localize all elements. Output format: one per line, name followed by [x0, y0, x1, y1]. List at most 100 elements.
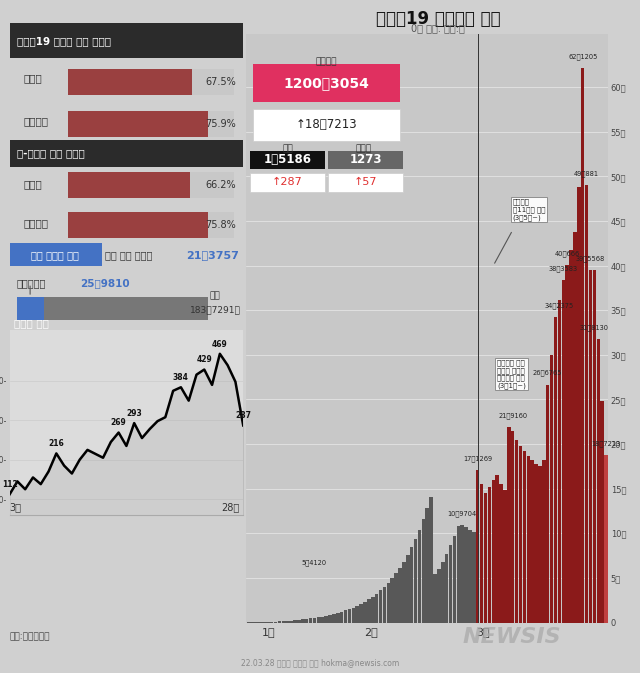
Bar [285, 621, 289, 623]
Text: 비수도권: 비수도권 [24, 116, 49, 126]
Text: 코로나19 위중증 병상 가동률: 코로나19 위중증 병상 가동률 [17, 36, 111, 46]
Bar [531, 460, 534, 623]
Bar [313, 618, 316, 623]
Bar [394, 573, 398, 623]
Bar [68, 172, 190, 198]
Text: 183만7291명: 183만7291명 [189, 306, 241, 315]
Bar [418, 530, 421, 623]
Bar [542, 460, 545, 623]
Bar [557, 299, 561, 623]
Bar [398, 568, 402, 623]
Bar [445, 554, 449, 623]
Bar [581, 68, 584, 623]
Text: 62만1205: 62만1205 [568, 54, 597, 61]
Text: 사망자 추이: 사망자 추이 [14, 318, 49, 328]
Bar [589, 270, 592, 623]
Bar [515, 439, 518, 623]
Bar [390, 578, 394, 623]
Bar [340, 612, 344, 623]
Bar [351, 608, 355, 623]
Text: 287: 287 [236, 411, 251, 421]
Bar [499, 485, 503, 623]
Bar [565, 265, 569, 623]
Text: 34만2375: 34만2375 [545, 302, 574, 309]
Text: 21만9160: 21만9160 [498, 413, 527, 419]
Bar [550, 355, 554, 623]
Bar [367, 600, 371, 623]
Bar [387, 583, 390, 623]
Bar [573, 232, 577, 623]
Text: 신규 재택 치료자: 신규 재택 치료자 [106, 250, 153, 260]
Bar [538, 466, 541, 623]
Text: 25만9810: 25만9810 [79, 278, 129, 288]
FancyBboxPatch shape [253, 109, 400, 141]
Bar [488, 487, 491, 623]
FancyBboxPatch shape [328, 173, 403, 192]
Bar [503, 491, 507, 623]
Bar [278, 621, 281, 623]
Text: 1273: 1273 [349, 153, 382, 166]
Bar [570, 250, 573, 623]
Bar [495, 475, 499, 623]
Bar [449, 545, 452, 623]
Bar [441, 562, 445, 623]
Text: 112: 112 [2, 481, 17, 489]
Bar [293, 621, 297, 623]
Bar [68, 212, 208, 238]
Text: 수도권: 수도권 [24, 179, 42, 188]
Bar [359, 604, 363, 623]
Bar [324, 616, 328, 623]
Bar [321, 616, 324, 623]
Bar [519, 446, 522, 623]
Text: 28일: 28일 [221, 501, 239, 511]
Bar [10, 23, 243, 58]
Bar [410, 547, 413, 623]
Text: 수도권: 수도권 [24, 73, 42, 83]
Bar [332, 614, 335, 623]
Bar [17, 297, 44, 320]
Bar [414, 538, 417, 623]
Bar [68, 69, 234, 95]
Bar [426, 508, 429, 623]
Text: 재택 치료자 현황: 재택 치료자 현황 [31, 250, 79, 260]
Bar [309, 618, 312, 623]
Text: 31만8130: 31만8130 [580, 324, 609, 330]
Text: 17만1269: 17만1269 [463, 455, 492, 462]
Text: 방역패스 중단
확진자 동거인
수동감시 전환
(3월1일~): 방역패스 중단 확진자 동거인 수동감시 전환 (3월1일~) [497, 359, 526, 389]
Bar [429, 497, 433, 623]
Bar [523, 451, 526, 623]
Bar [379, 590, 382, 623]
Bar [301, 619, 305, 623]
Bar [344, 610, 348, 623]
Text: 384: 384 [173, 373, 189, 382]
Text: 49만881: 49만881 [574, 170, 599, 176]
Text: 39만5568: 39만5568 [576, 255, 605, 262]
Bar [465, 527, 468, 623]
Text: 22.03.28 안지혜 그래픽 기자 hokma@newsis.com: 22.03.28 안지혜 그래픽 기자 hokma@newsis.com [241, 659, 399, 668]
Bar [527, 456, 530, 623]
Bar [460, 525, 464, 623]
Bar [484, 493, 487, 623]
Bar [480, 485, 483, 623]
Text: 자료:질병관리청: 자료:질병관리청 [10, 633, 50, 641]
Bar [305, 619, 308, 623]
Bar [317, 617, 320, 623]
Bar [68, 69, 193, 95]
Bar [402, 562, 406, 623]
FancyBboxPatch shape [250, 173, 325, 192]
Text: ↑57: ↑57 [354, 178, 378, 187]
Text: 0시 기준. 단위:영: 0시 기준. 단위:영 [412, 23, 465, 33]
FancyBboxPatch shape [328, 151, 403, 169]
Text: 비수도권: 비수도권 [24, 219, 49, 229]
FancyBboxPatch shape [250, 151, 325, 169]
Text: 1만5186: 1만5186 [263, 153, 311, 166]
Text: 5만4120: 5만4120 [302, 559, 327, 566]
Bar [554, 317, 557, 623]
Bar [336, 613, 340, 623]
Bar [593, 270, 596, 623]
Text: NEWSIS: NEWSIS [463, 627, 561, 647]
Bar [68, 212, 234, 238]
Bar [437, 569, 440, 623]
Text: 66.2%: 66.2% [205, 180, 236, 190]
Text: 전체: 전체 [210, 291, 221, 300]
